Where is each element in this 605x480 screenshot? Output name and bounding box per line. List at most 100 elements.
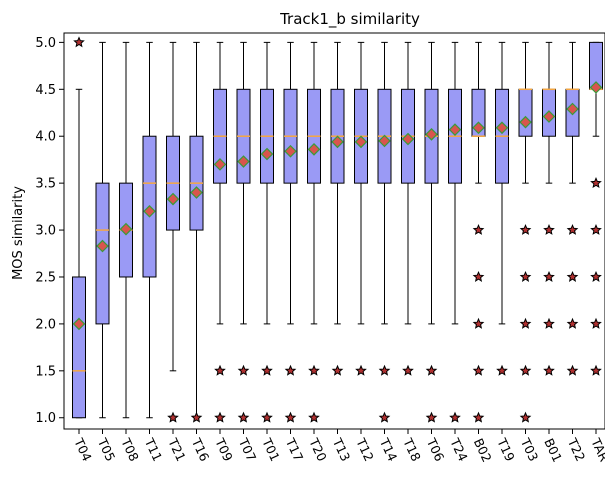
y-tick-label: 1.0 — [35, 411, 56, 426]
outlier-point — [308, 364, 320, 376]
outlier-point — [496, 364, 508, 376]
y-tick-label: 2.0 — [35, 317, 56, 332]
chart-title: Track1_b similarity — [279, 10, 420, 29]
mean-marker — [119, 222, 133, 236]
x-tick-label: T06 — [423, 435, 447, 464]
mean-marker — [495, 121, 509, 135]
x-tick-label: T17 — [282, 435, 306, 464]
mean-marker — [378, 134, 391, 148]
mean-marker — [425, 127, 438, 141]
outlier-point — [472, 317, 485, 329]
mean-marker — [401, 132, 415, 146]
outlier-point — [425, 411, 438, 423]
x-tick-label: T09 — [212, 435, 236, 464]
y-tick-label: 2.5 — [35, 270, 56, 285]
x-tick-label: T24 — [447, 435, 471, 464]
outlier-point — [590, 317, 602, 329]
outlier-point — [237, 411, 250, 423]
mean-marker — [354, 135, 368, 149]
mean-marker — [307, 143, 321, 156]
plot-frame — [63, 32, 605, 430]
outlier-point — [378, 411, 391, 423]
box-T04 — [72, 276, 86, 419]
x-tick-label: T07 — [235, 435, 259, 464]
outlier-point — [237, 364, 250, 376]
outlier-point — [566, 364, 579, 376]
outlier-point — [543, 224, 555, 235]
x-tick-label: T19 — [494, 435, 518, 464]
outlier-point — [472, 411, 485, 423]
outlier-point — [355, 364, 367, 376]
outlier-point — [331, 364, 344, 376]
x-tick-label: T11 — [141, 435, 165, 464]
y-tick-label: 4.5 — [35, 83, 56, 98]
mean-marker — [472, 121, 485, 135]
outlier-point — [472, 364, 485, 376]
outlier-point — [590, 224, 602, 235]
x-tick-label: T12 — [353, 435, 377, 464]
y-tick-label: 4.0 — [35, 130, 56, 145]
outlier-point — [261, 364, 273, 376]
y-tick-label: 3.5 — [35, 177, 56, 192]
outlier-point — [566, 270, 579, 282]
outlier-point — [543, 317, 555, 329]
outlier-point — [308, 411, 320, 423]
mean-marker — [237, 155, 250, 168]
mean-marker — [213, 158, 227, 171]
x-tick-label: TAR — [588, 435, 605, 464]
outlier-point — [590, 364, 602, 376]
mean-marker — [166, 192, 180, 206]
outlier-point — [519, 270, 532, 282]
mean-marker — [260, 147, 274, 161]
outlier-point — [190, 411, 203, 423]
outlier-point — [590, 177, 602, 189]
outlier-point — [261, 411, 273, 423]
y-axis-label: MOS similarity — [11, 186, 26, 280]
outlier-point — [472, 270, 485, 282]
outlier-point — [519, 317, 532, 329]
x-tick-label: T13 — [329, 435, 353, 464]
outlier-point — [425, 364, 438, 376]
mean-marker — [96, 239, 109, 253]
outlier-point — [214, 411, 226, 423]
x-tick-label: T21 — [165, 435, 189, 464]
outlier-point — [543, 270, 555, 282]
x-tick-label: B01 — [541, 436, 565, 465]
x-tick-label: T04 — [71, 435, 95, 464]
outlier-point — [590, 270, 602, 282]
outlier-point — [543, 364, 555, 376]
mean-marker — [190, 186, 203, 199]
mean-marker — [589, 81, 603, 94]
outlier-point — [378, 364, 391, 376]
outlier-point — [472, 224, 485, 235]
y-tick-label: 1.5 — [35, 364, 56, 379]
x-tick-label: T08 — [118, 435, 142, 464]
mean-marker — [284, 144, 297, 158]
mean-marker — [72, 317, 86, 331]
box-T03 — [518, 88, 533, 137]
outlier-point — [284, 411, 297, 423]
box-T05 — [95, 182, 110, 325]
x-tick-label: T05 — [94, 435, 118, 464]
x-tick-label: B02 — [471, 436, 495, 465]
outlier-point — [519, 364, 532, 376]
mean-marker — [143, 204, 156, 218]
outlier-point — [402, 364, 414, 376]
y-tick-label: 5.0 — [35, 36, 56, 51]
outlier-point — [167, 411, 179, 423]
outlier-point — [284, 364, 297, 376]
outlier-point — [519, 224, 532, 235]
outlier-point — [214, 364, 226, 376]
x-tick-label: T20 — [306, 435, 330, 464]
outlier-point — [449, 411, 461, 423]
x-tick-label: T22 — [564, 435, 588, 464]
x-tick-label: T16 — [188, 435, 212, 464]
x-tick-label: T03 — [517, 435, 541, 464]
mean-marker — [566, 102, 579, 116]
x-tick-label: T14 — [376, 435, 400, 464]
outlier-point — [566, 224, 579, 235]
x-tick-label: T01 — [259, 435, 283, 464]
